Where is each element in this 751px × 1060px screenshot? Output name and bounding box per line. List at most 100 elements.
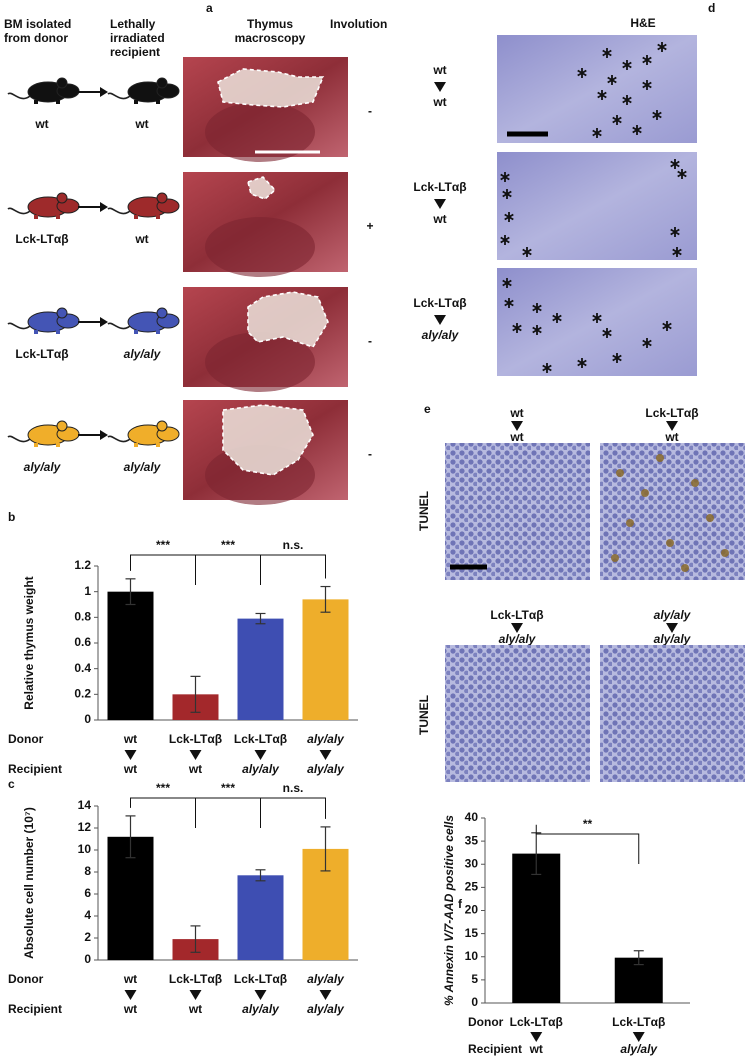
y-tick-label: 0.2 bbox=[74, 687, 91, 701]
panel-letter: f bbox=[458, 897, 463, 911]
row-label: Donor bbox=[468, 1015, 504, 1029]
donor-label: Lck-LTαβ bbox=[169, 972, 222, 986]
y-axis-label: Relative thymus weight bbox=[22, 576, 36, 709]
apoptotic-cell bbox=[721, 549, 729, 557]
mouse-ear bbox=[156, 192, 168, 204]
asterisk bbox=[670, 227, 680, 237]
row-label: Recipient bbox=[468, 1042, 522, 1056]
arrow-down bbox=[666, 623, 678, 633]
bar bbox=[614, 957, 663, 1003]
tunel-image bbox=[445, 443, 590, 580]
row-label: Donor bbox=[8, 972, 44, 986]
column-header: Lethally irradiated recipient bbox=[110, 17, 165, 59]
row-label: TUNEL bbox=[417, 491, 431, 531]
arrow-head bbox=[100, 202, 108, 212]
y-tick-label: 35 bbox=[465, 833, 479, 847]
donor-label: Lck-LTαβ bbox=[645, 406, 698, 420]
arrow-down bbox=[254, 750, 267, 760]
mouse-leg bbox=[156, 330, 160, 334]
involution-mark: - bbox=[368, 447, 372, 461]
tunel-image bbox=[445, 645, 590, 782]
asterisk bbox=[607, 75, 617, 85]
significance-label: *** bbox=[221, 538, 235, 552]
panel-letter: d bbox=[708, 1, 715, 15]
y-tick-label: 25 bbox=[465, 880, 479, 894]
apoptotic-cell bbox=[706, 514, 714, 522]
y-tick-label: 10 bbox=[78, 842, 92, 856]
panel-letter: b bbox=[8, 510, 15, 524]
apoptotic-cell bbox=[626, 519, 634, 527]
mouse-tail bbox=[107, 322, 131, 330]
mouse-tail bbox=[7, 92, 31, 100]
heart bbox=[205, 332, 315, 392]
y-tick-label: 30 bbox=[465, 856, 479, 870]
recipient-label: aly/aly bbox=[422, 328, 460, 342]
asterisk bbox=[602, 48, 612, 58]
donor-label: Lck-LTαβ bbox=[413, 296, 466, 310]
y-tick-label: 0 bbox=[84, 712, 91, 726]
significance-label: ** bbox=[583, 817, 593, 831]
donor-label: wt bbox=[123, 732, 137, 746]
arrow-down bbox=[189, 750, 202, 760]
mouse-ear bbox=[56, 77, 68, 89]
donor-label: aly/aly bbox=[307, 732, 345, 746]
y-tick-label: 0.6 bbox=[74, 635, 91, 649]
asterisk bbox=[632, 125, 642, 135]
mouse-leg bbox=[56, 100, 60, 104]
recipient-label: aly/aly bbox=[307, 1002, 345, 1016]
asterisk bbox=[622, 95, 632, 105]
column-header: Thymus macroscopy bbox=[234, 17, 306, 45]
significance-bracket bbox=[260, 554, 326, 585]
mouse-ear bbox=[156, 420, 168, 432]
bar bbox=[107, 591, 154, 720]
asterisk bbox=[612, 115, 622, 125]
arrow-down bbox=[530, 1032, 543, 1042]
donor-label: wt bbox=[509, 406, 523, 420]
asterisk bbox=[622, 60, 632, 70]
mouse-leg bbox=[56, 443, 60, 447]
tunel-image bbox=[600, 645, 745, 782]
arrow-down bbox=[666, 421, 678, 431]
donor-label: Lck-LTαβ bbox=[15, 347, 68, 361]
panel-letter: e bbox=[424, 402, 431, 416]
donor-label: Lck-LTαβ bbox=[510, 1015, 563, 1029]
arrow-down bbox=[434, 199, 446, 209]
donor-label: aly/aly bbox=[307, 972, 345, 986]
donor-label: Lck-LTαβ bbox=[169, 732, 222, 746]
column-header: BM isolated from donor bbox=[4, 17, 72, 45]
recipient-label: wt bbox=[509, 430, 523, 444]
y-tick-label: 40 bbox=[465, 810, 479, 824]
arrow-down bbox=[124, 990, 137, 1000]
thymus-outline bbox=[217, 68, 325, 108]
mouse-tail bbox=[7, 207, 31, 215]
mouse-ear bbox=[56, 420, 68, 432]
arrow-down bbox=[124, 750, 137, 760]
asterisk bbox=[670, 159, 680, 169]
y-tick-label: 8 bbox=[84, 864, 91, 878]
mouse-tail bbox=[107, 435, 131, 443]
recipient-label: wt bbox=[134, 117, 148, 131]
y-tick-label: 2 bbox=[84, 930, 91, 944]
arrow-down bbox=[189, 990, 202, 1000]
mouse-leg bbox=[34, 330, 38, 334]
recipient-label: wt bbox=[134, 232, 148, 246]
donor-label: Lck-LTαβ bbox=[413, 180, 466, 194]
asterisk bbox=[532, 303, 542, 313]
bar bbox=[302, 599, 349, 720]
asterisk bbox=[602, 328, 612, 338]
recipient-label: wt bbox=[188, 762, 202, 776]
he-image bbox=[497, 35, 697, 143]
significance-bracket bbox=[260, 797, 326, 828]
mouse-leg bbox=[156, 100, 160, 104]
donor-label: wt bbox=[432, 63, 446, 77]
significance-label: *** bbox=[221, 781, 235, 795]
asterisk bbox=[652, 110, 662, 120]
significance-bracket bbox=[195, 797, 261, 828]
asterisk bbox=[672, 247, 682, 257]
recipient-label: wt bbox=[123, 762, 137, 776]
asterisk bbox=[577, 68, 587, 78]
asterisk bbox=[552, 313, 562, 323]
row-label: Recipient bbox=[8, 762, 62, 776]
